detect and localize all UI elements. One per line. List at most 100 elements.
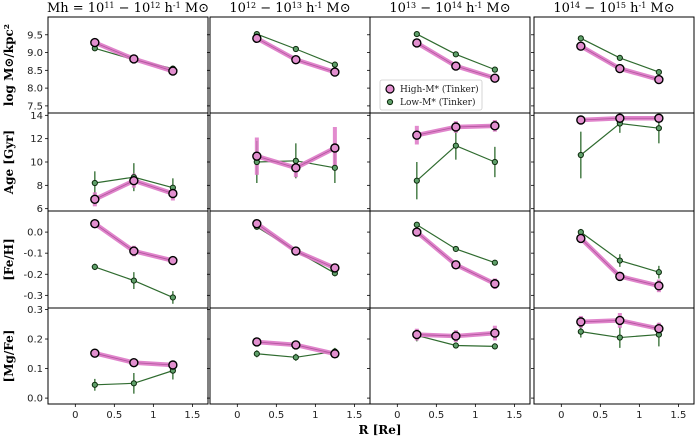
high-mstar-point <box>490 328 500 338</box>
panel-r3-c3: 0 0.5 1 1.5 <box>531 307 695 421</box>
y-tick-label: 9.5 <box>27 30 43 41</box>
high-mstar-point <box>252 151 262 161</box>
low-mstar-point <box>91 179 98 187</box>
y-axis-label: [Fe/H] <box>2 238 16 281</box>
low-mstar-point <box>169 294 176 301</box>
legend-high-marker <box>385 84 395 94</box>
low-mstar-point <box>91 263 98 270</box>
panel-frame <box>369 307 531 405</box>
high-mstar-point <box>330 349 340 359</box>
low-mstar-point <box>413 221 420 228</box>
y-tick-label: 0.3 <box>27 305 43 316</box>
legend: High-M* (Tinker) Low-M* (Tinker) <box>379 79 483 111</box>
y-tick-label: 8.0 <box>27 84 43 95</box>
panel-r1-c3 <box>531 112 695 214</box>
panel-r0-c1 <box>207 16 371 116</box>
panel-r2-c3 <box>531 210 695 311</box>
x-tick-label: 1.5 <box>506 410 522 421</box>
low-mstar-point <box>452 245 459 253</box>
high-mstar-point <box>412 38 422 48</box>
high-mstar-point <box>129 54 139 64</box>
x-tick-label: 1 <box>636 410 642 421</box>
panel-frame <box>47 307 209 405</box>
panel-frame <box>47 210 209 309</box>
panel-frame <box>47 16 209 114</box>
x-axis-label: R [Re] <box>358 423 401 437</box>
y-tick-label: 0.1 <box>27 364 43 375</box>
panel-r2-c2 <box>367 210 531 311</box>
high-mstar-point <box>490 279 500 289</box>
low-mstar-point <box>413 177 420 184</box>
panel-r1-c2 <box>367 112 531 214</box>
column-title: 1013 − 1014 h-1 M⊙ <box>389 1 510 17</box>
column-title: 1012 − 1013 h-1 M⊙ <box>229 1 350 17</box>
panel-r3-c1: 0 0.5 1 1.5 <box>207 307 371 421</box>
high-mstar-point <box>490 73 500 83</box>
y-tick-label: 6 <box>37 204 43 215</box>
panel-frame <box>209 210 371 309</box>
panel-r3-c0: 0.0 0.1 0.2 0.3 0 0.5 1 1.5 <box>27 305 209 421</box>
x-tick-label: 0.5 <box>428 410 444 421</box>
low-mstar-point <box>491 343 498 350</box>
high-mstar-point <box>291 246 301 256</box>
y-tick-label: 9.0 <box>27 48 43 59</box>
low-mstar-point <box>577 328 584 335</box>
low-mstar-point <box>91 381 98 388</box>
high-mstar-point <box>129 357 139 368</box>
x-tick-label: 1.5 <box>346 410 362 421</box>
y-axis-label: Age [Gyr] <box>2 130 16 195</box>
high-mstar-point <box>90 348 100 358</box>
panel-r0-c3 <box>531 16 695 116</box>
x-tick-label: 0 <box>72 410 78 421</box>
high-mstar-point <box>129 175 139 186</box>
low-mstar-point <box>655 269 662 276</box>
high-mstar-point <box>615 63 625 74</box>
y-tick-label: 0.0 <box>27 228 43 239</box>
panel-frame <box>47 112 209 212</box>
low-mstar-point <box>577 35 584 42</box>
high-mstar-point <box>576 115 586 125</box>
panel-frame <box>533 210 695 309</box>
high-mstar-point <box>291 163 301 173</box>
low-mstar-point <box>491 158 498 166</box>
high-mstar-point <box>576 317 586 327</box>
y-axis-label: log M⊙/kpc² <box>2 24 16 106</box>
x-tick-label: 1 <box>472 410 478 421</box>
low-mstar-point <box>452 142 459 149</box>
low-mstar-point <box>577 151 584 159</box>
y-tick-label: 8.5 <box>27 66 43 77</box>
x-tick-label: 0.5 <box>106 410 122 421</box>
y-axis-label: [Mg/Fe] <box>2 330 16 383</box>
high-mstar-point <box>291 54 301 65</box>
panel-frame <box>533 307 695 405</box>
high-mstar-point <box>654 113 664 123</box>
high-mstar-point <box>490 121 500 131</box>
low-mstar-point <box>491 259 498 266</box>
x-tick-label: 0 <box>394 410 400 421</box>
panel-r3-c2: 0 0.5 1 1.5 <box>367 307 531 421</box>
legend-low-label: Low-M* (Tinker) <box>400 97 476 108</box>
high-mstar-point <box>90 194 100 205</box>
y-tick-label: -0.2 <box>23 270 43 281</box>
high-mstar-point <box>168 255 178 266</box>
low-mstar-point <box>292 354 299 361</box>
low-mstar-point <box>452 342 459 349</box>
column-title: Mh = 1011 − 1012 h-1 M⊙ <box>47 1 209 17</box>
panel-r1-c0: 6 8 10 12 14 <box>30 111 209 215</box>
high-mstar-point <box>90 218 100 229</box>
panel-r2-c1 <box>207 210 371 311</box>
panel-r0-c0: 7.5 8.0 8.5 9.0 9.5 <box>27 16 209 116</box>
panel-r2-c0: -0.3 -0.2 -0.1 0.0 <box>23 210 209 311</box>
high-mstar-point <box>129 246 139 256</box>
low-mstar-point <box>292 45 299 53</box>
panel-frame <box>209 112 371 212</box>
x-tick-label: 0.5 <box>268 410 284 421</box>
low-mstar-point <box>292 157 299 164</box>
low-mstar-point <box>655 69 662 76</box>
low-mstar-point <box>452 51 459 58</box>
x-tick-label: 0 <box>558 410 564 421</box>
high-mstar-point <box>412 130 422 140</box>
y-tick-label: 10 <box>30 158 43 169</box>
y-tick-label: 0.0 <box>27 394 43 405</box>
high-mstar-point <box>451 61 461 71</box>
